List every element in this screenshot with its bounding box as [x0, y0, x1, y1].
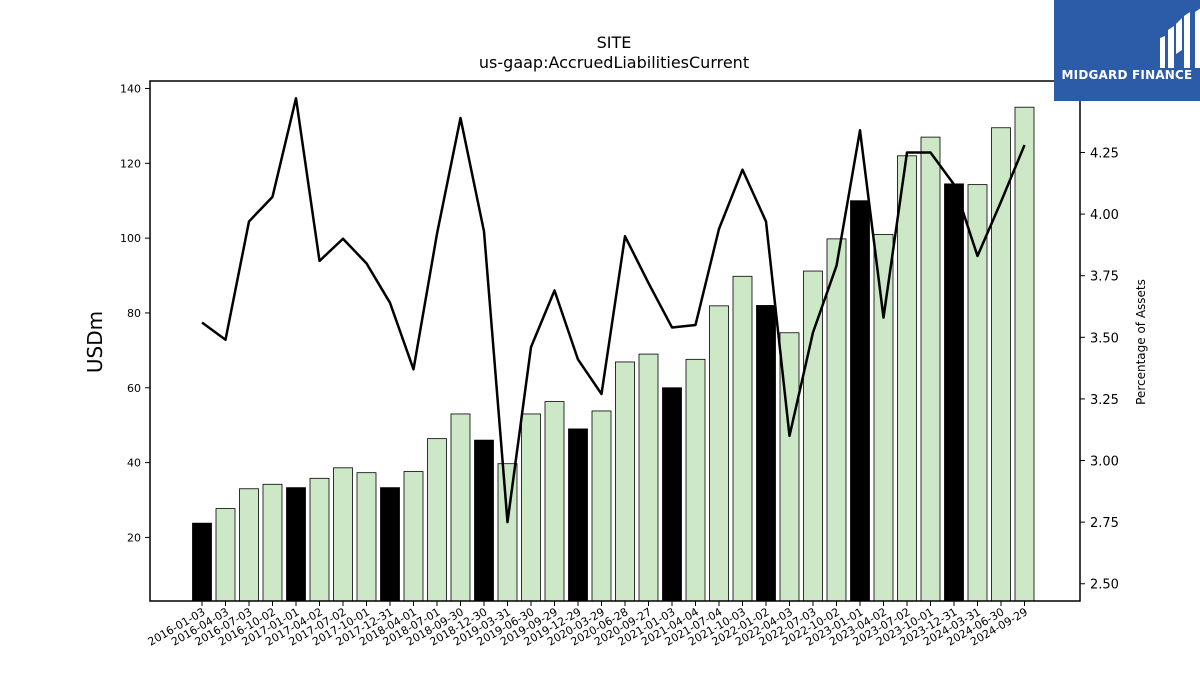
line-group: [201, 97, 1026, 524]
bar: [568, 428, 588, 602]
y2-tick-label: 3.50: [1090, 331, 1119, 346]
bar: [497, 463, 518, 602]
y-tick-label: 100: [120, 232, 141, 245]
bar: [1014, 106, 1035, 602]
bar: [450, 413, 471, 602]
bar: [850, 200, 870, 602]
bar: [615, 361, 635, 602]
bar: [333, 467, 353, 602]
bar: [897, 155, 917, 602]
x-axis: 2016-01-032016-04-032016-07-032016-10-02…: [146, 601, 1030, 649]
bar: [427, 438, 447, 602]
bar: [709, 305, 729, 602]
bar: [826, 238, 847, 602]
bar: [544, 401, 565, 602]
y2-tick-label: 2.50: [1090, 578, 1119, 593]
logo: MIDGARD FINANCE: [1054, 0, 1200, 101]
bar: [192, 522, 212, 602]
line-series: [201, 97, 1026, 524]
bar: [215, 508, 236, 602]
y2-tick-label: 3.25: [1090, 393, 1119, 408]
y-tick-label: 80: [127, 307, 141, 320]
y2-tick-label: 3.75: [1090, 270, 1119, 285]
chart-title: SITE: [597, 33, 632, 52]
bar: [309, 477, 330, 602]
logo-text: MIDGARD FINANCE: [1061, 68, 1193, 82]
bar: [356, 472, 377, 602]
bar: [756, 305, 776, 602]
y2-tick-label: 4.25: [1090, 146, 1119, 161]
bar: [239, 488, 259, 602]
bar: [873, 233, 894, 602]
bar-group: [192, 106, 1035, 602]
y-tick-label: 40: [127, 457, 141, 470]
y-axis: 20 40 60 80 100 120 140: [120, 82, 150, 544]
bar: [920, 136, 941, 602]
y2-axis: 2.50 2.75 3.00 3.25 3.50 3.75 4.00 4.25: [1080, 146, 1119, 593]
plot-frame: [149, 80, 1081, 602]
y2-tick-label: 2.75: [1090, 516, 1119, 531]
y-tick-label: 20: [127, 531, 141, 544]
bar: [732, 275, 753, 602]
bar: [521, 413, 541, 602]
y-axis-label: USDm: [83, 311, 107, 373]
bar: [944, 183, 964, 602]
bar: [474, 439, 494, 602]
y-tick-label: 60: [127, 382, 141, 395]
bar: [591, 410, 612, 602]
bar: [638, 353, 659, 602]
bar: [803, 270, 823, 602]
bar: [685, 358, 706, 602]
bar: [262, 483, 283, 602]
bar: [967, 184, 988, 602]
chart-subtitle: us-gaap:AccruedLiabilitiesCurrent: [479, 53, 749, 72]
y-tick-label: 120: [120, 157, 141, 170]
y2-tick-label: 3.00: [1090, 455, 1119, 470]
bar: [286, 487, 306, 602]
y2-tick-label: 4.00: [1090, 208, 1119, 223]
bar: [380, 487, 400, 602]
y-tick-label: 140: [120, 82, 141, 95]
bar: [403, 471, 424, 602]
y2-axis-label: Percentage of Assets: [1134, 279, 1148, 405]
bar: [662, 387, 682, 602]
logo-mark-icon: [1160, 8, 1200, 68]
